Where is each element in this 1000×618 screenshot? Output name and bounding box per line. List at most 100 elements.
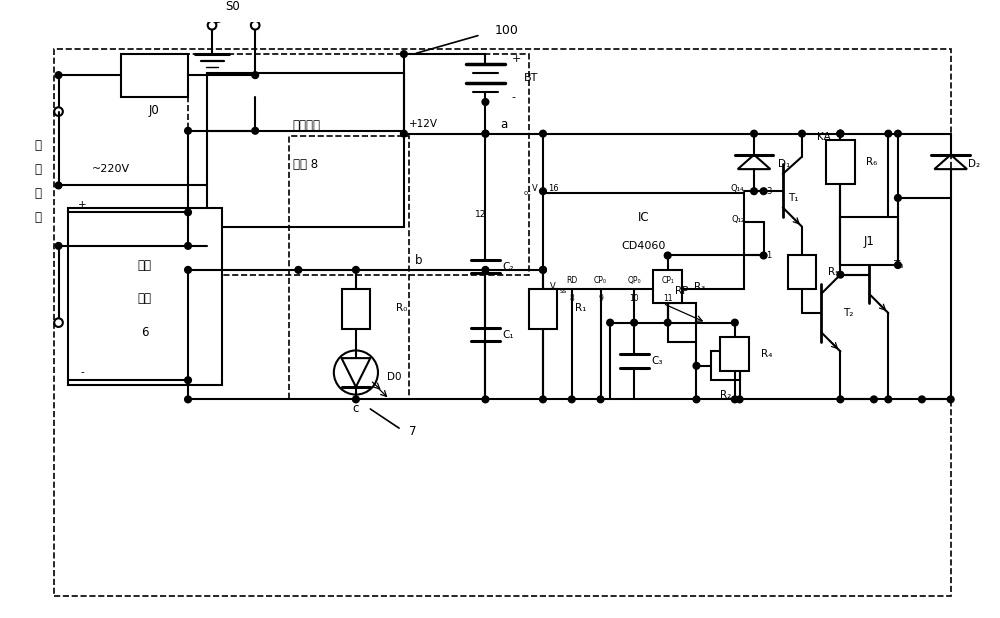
Text: R₅: R₅ (828, 267, 839, 277)
Text: C₂: C₂ (503, 261, 514, 271)
Text: T₁: T₁ (788, 193, 798, 203)
Bar (788, 255, 816, 289)
Text: 市: 市 (34, 138, 41, 151)
Text: cc: cc (524, 190, 531, 196)
Circle shape (837, 130, 844, 137)
Text: 7: 7 (409, 425, 416, 438)
Bar (711, 352, 740, 380)
Circle shape (837, 271, 844, 278)
Circle shape (895, 130, 901, 137)
Circle shape (597, 396, 604, 403)
Text: RD: RD (566, 276, 577, 286)
Circle shape (482, 130, 489, 137)
Text: R₂: R₂ (720, 390, 731, 400)
Text: BT: BT (524, 73, 538, 83)
Circle shape (185, 377, 191, 384)
Bar (207, 73, 404, 227)
Text: R₃: R₃ (694, 282, 705, 292)
Circle shape (731, 320, 738, 326)
Bar (342, 289, 370, 329)
Text: IC: IC (638, 211, 650, 224)
Circle shape (540, 396, 546, 403)
Text: D₁: D₁ (778, 159, 790, 169)
Text: CP₀: CP₀ (594, 276, 607, 286)
Bar (840, 217, 898, 265)
Text: 电: 电 (34, 187, 41, 200)
Text: 充电控制: 充电控制 (292, 119, 320, 132)
Circle shape (919, 396, 925, 403)
Text: D0: D0 (387, 372, 401, 383)
Text: -: - (511, 92, 515, 102)
Text: +: + (511, 54, 521, 64)
Circle shape (664, 320, 671, 326)
Circle shape (799, 130, 805, 137)
Circle shape (760, 252, 767, 259)
Text: ss: ss (559, 288, 567, 294)
Text: 3: 3 (766, 187, 772, 196)
Text: c: c (353, 402, 359, 415)
Text: +: + (78, 200, 87, 210)
Circle shape (252, 127, 259, 134)
Text: -: - (81, 368, 84, 378)
Circle shape (540, 188, 546, 195)
Text: D₂: D₂ (968, 159, 980, 169)
Circle shape (731, 396, 738, 403)
Circle shape (947, 396, 954, 403)
Circle shape (353, 266, 359, 273)
Text: Q₁₄: Q₁₄ (731, 184, 744, 193)
Text: Q₁₂: Q₁₂ (731, 214, 744, 224)
Circle shape (55, 242, 62, 249)
Circle shape (482, 130, 489, 137)
Circle shape (185, 242, 191, 249)
Bar (543, 193, 744, 289)
Circle shape (55, 72, 62, 78)
Circle shape (540, 266, 546, 273)
Text: S0: S0 (226, 0, 240, 12)
Bar (720, 337, 749, 371)
Text: T₂: T₂ (843, 308, 854, 318)
Circle shape (895, 195, 901, 201)
Circle shape (631, 320, 637, 326)
Text: QP₀: QP₀ (627, 276, 641, 286)
Text: a: a (500, 117, 507, 130)
Circle shape (482, 396, 489, 403)
Circle shape (693, 396, 700, 403)
Circle shape (482, 266, 489, 273)
Bar (188, 54, 529, 274)
Text: 电路: 电路 (138, 292, 152, 305)
Text: R₀: R₀ (396, 303, 408, 313)
Text: RP: RP (675, 286, 689, 296)
Circle shape (607, 320, 613, 326)
Circle shape (185, 266, 191, 273)
Text: R₄: R₄ (761, 349, 772, 359)
Bar (289, 135, 409, 399)
Text: 10: 10 (629, 294, 639, 303)
Circle shape (837, 130, 844, 137)
Text: J1: J1 (864, 235, 875, 248)
Text: 源: 源 (34, 211, 41, 224)
Text: b: b (415, 254, 422, 267)
Text: ~220V: ~220V (92, 164, 130, 174)
Text: 8: 8 (569, 294, 574, 303)
Bar (68, 208, 222, 385)
Circle shape (760, 188, 767, 195)
Circle shape (736, 396, 743, 403)
Circle shape (55, 182, 62, 189)
Bar (653, 270, 682, 303)
Circle shape (885, 396, 892, 403)
Text: C₃: C₃ (651, 356, 663, 366)
Circle shape (568, 396, 575, 403)
Text: 6: 6 (141, 326, 149, 339)
Circle shape (482, 99, 489, 105)
Circle shape (871, 396, 877, 403)
Text: KA: KA (817, 132, 831, 143)
Circle shape (885, 130, 892, 137)
Text: 100: 100 (495, 23, 519, 36)
Text: CD4060: CD4060 (622, 241, 666, 251)
Text: V: V (532, 184, 538, 193)
Circle shape (664, 252, 671, 259)
Bar (121, 54, 188, 97)
Text: 11: 11 (663, 294, 672, 303)
Circle shape (185, 127, 191, 134)
Circle shape (693, 362, 700, 369)
